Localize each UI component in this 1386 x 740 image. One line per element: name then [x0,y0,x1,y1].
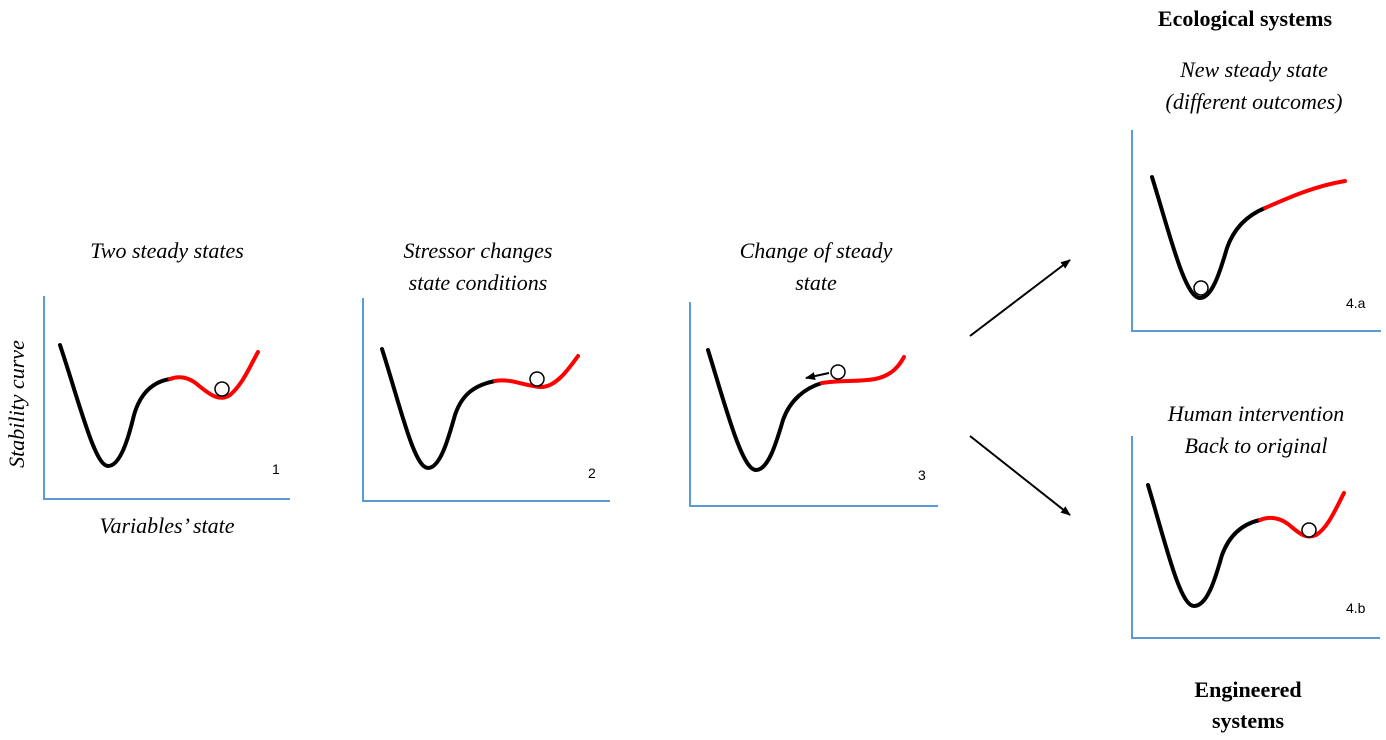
panel-3-unstable-curve [820,355,906,385]
arrow-to-ecological [969,259,1071,337]
panel-4b-ball [1301,522,1317,538]
panel-4b: Human intervention Back to original 4.b [1131,401,1380,639]
panel-3-caption-line2: state [795,270,837,295]
panel-4b-axes [1131,436,1380,639]
panel-3-ball [830,364,846,380]
panel-3-stable-curve [706,348,824,472]
panel-1-axes [43,296,290,500]
panel-3-roll-arrow [805,372,830,380]
panel-4b-unstable-curve [1258,491,1346,539]
panel-1-ball [214,381,230,397]
panel-4b-caption-line1: Human intervention [1167,401,1345,426]
panel-2-unstable-curve [493,354,580,389]
panel-4a: New steady state (different outcomes) 4.… [1131,57,1381,332]
panel-3-caption-line1: Change of steady [740,238,893,263]
panel-2: Stressor changes state conditions 2 [362,238,610,502]
arrow-to-engineered [969,435,1071,516]
panel-4b-caption-line2: Back to original [1185,433,1328,458]
panel-4a-stable-curve [1150,175,1267,300]
panel-1-number: 1 [272,461,280,477]
ecological-systems-heading: Ecological systems [1158,6,1333,31]
panel-2-stable-curve [380,347,497,470]
panel-1-caption-line1: Two steady states [90,238,244,263]
panel-4b-number: 4.b [1346,600,1366,616]
panel-1-stable-curve [58,343,172,468]
panel-2-number: 2 [588,465,596,481]
panel-1-unstable-curve [168,350,260,400]
panel-4b-stable-curve [1146,483,1262,608]
panel-2-axes [362,298,610,502]
panel-1: Two steady states 1 Stability curve Vari… [4,238,290,538]
engineered-systems-heading-line2: systems [1212,708,1285,733]
panel-4a-caption-line2: (different outcomes) [1166,89,1343,114]
panel-4a-caption-line1: New steady state [1179,57,1328,82]
panel-3-axes [689,302,938,507]
panel-4a-axes [1131,130,1381,332]
panel-3-number: 3 [918,467,926,483]
engineered-systems-heading-line1: Engineered [1194,677,1301,702]
panel-2-caption-line2: state conditions [409,270,548,295]
panel-4a-number: 4.a [1346,295,1366,311]
panel-2-caption-line1: Stressor changes [404,238,553,263]
y-axis-label: Stability curve [4,340,29,468]
panel-3: Change of steady state 3 [689,238,938,507]
panel-2-ball [529,371,545,387]
panel-4a-unstable-curve [1263,179,1347,210]
panel-4a-ball [1193,280,1209,296]
x-axis-label: Variables’ state [99,513,234,538]
